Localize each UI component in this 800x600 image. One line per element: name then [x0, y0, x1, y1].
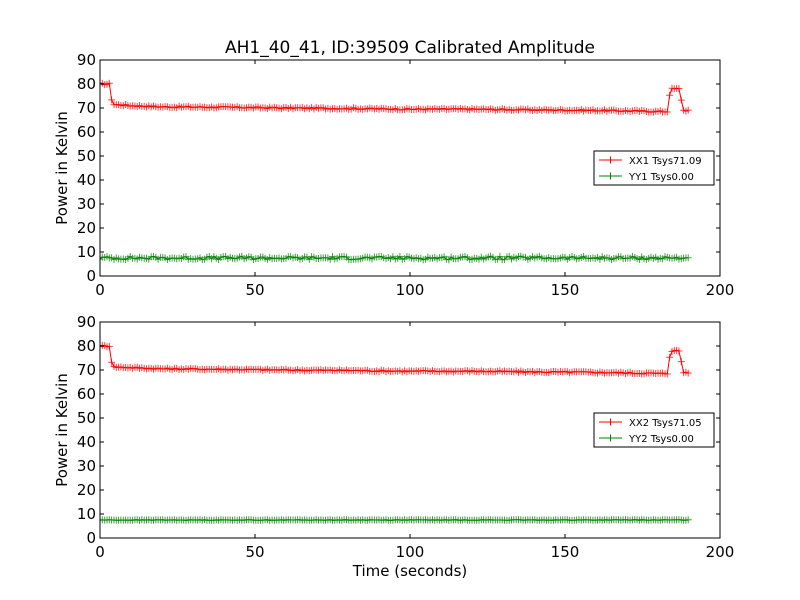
legend-entry: XX2 Tsys71.05 — [599, 418, 702, 429]
x-axis-label: Time (seconds) — [352, 562, 468, 580]
y-tick-label: 80 — [77, 75, 96, 93]
legend: XX1 Tsys71.09 YY1 Tsys0.00 — [593, 150, 715, 186]
legend-marker — [607, 156, 614, 164]
x-tick-label: 50 — [245, 281, 264, 299]
series-markers — [100, 341, 692, 378]
y-tick-label: 20 — [77, 481, 96, 499]
series-xx1 — [100, 79, 692, 116]
y-tick-label: 0 — [86, 529, 96, 547]
y-tick-label: 90 — [77, 313, 96, 331]
y-axis-label: Power in Kelvin — [53, 373, 71, 487]
subplot-1: 0 50 100 150 200 0 10 20 30 40 50 60 70 80 90 Power in … — [53, 51, 734, 299]
legend: XX2 Tsys71.05 YY2 Tsys0.00 — [593, 412, 715, 448]
x-tick-label: 200 — [706, 281, 735, 299]
series-markers — [100, 516, 692, 524]
y-tick-label: 70 — [77, 361, 96, 379]
legend-label: XX2 Tsys71.05 — [629, 418, 702, 429]
figure-title: AH1_40_41, ID:39509 Calibrated Amplitude — [225, 38, 595, 58]
y-tick-label: 50 — [77, 409, 96, 427]
y-tick-label: 10 — [77, 243, 96, 261]
legend-marker — [607, 434, 614, 442]
legend-entry: YY2 Tsys0.00 — [599, 434, 694, 445]
y-tick-label: 70 — [77, 99, 96, 117]
marker-plus — [100, 341, 692, 378]
y-tick-label: 60 — [77, 385, 96, 403]
legend-entry: XX1 Tsys71.09 — [599, 156, 702, 167]
legend-entry: YY1 Tsys0.00 — [599, 172, 694, 183]
x-tick-label: 200 — [706, 543, 735, 561]
series-markers — [100, 79, 692, 116]
legend-label: YY2 Tsys0.00 — [628, 434, 694, 445]
x-tick-label: 150 — [551, 543, 580, 561]
y-axis-label: Power in Kelvin — [53, 111, 71, 225]
y-tick-label: 40 — [77, 171, 96, 189]
y-tick-label: 60 — [77, 123, 96, 141]
legend-marker — [607, 418, 614, 426]
marker-plus — [100, 516, 692, 524]
x-tick-label: 50 — [245, 543, 264, 561]
y-tick-label: 0 — [86, 267, 96, 285]
x-tick-label: 100 — [396, 281, 425, 299]
series-yy2 — [100, 516, 692, 524]
y-tick-label: 90 — [77, 51, 96, 69]
marker-plus — [100, 79, 692, 116]
x-tick-label: 150 — [551, 281, 580, 299]
y-tick-label: 80 — [77, 337, 96, 355]
series-yy1 — [100, 252, 692, 264]
y-tick-label: 50 — [77, 147, 96, 165]
y-tick-label: 10 — [77, 505, 96, 523]
y-tick-label: 30 — [77, 457, 96, 475]
legend-label: YY1 Tsys0.00 — [628, 172, 694, 183]
y-tick-label: 40 — [77, 433, 96, 451]
y-tick-label: 20 — [77, 219, 96, 237]
legend-label: XX1 Tsys71.09 — [629, 156, 702, 167]
x-tick-label: 0 — [95, 543, 105, 561]
x-tick-label: 100 — [396, 543, 425, 561]
marker-plus — [100, 252, 692, 264]
series-markers — [100, 252, 692, 264]
legend-marker — [607, 172, 614, 180]
legend-box — [593, 412, 715, 448]
series-xx2 — [100, 341, 692, 378]
subplot-2: 0 50 100 150 200 0 10 20 30 40 50 60 70 80 90 Power in … — [53, 313, 734, 580]
legend-box — [593, 150, 715, 186]
x-tick-label: 0 — [95, 281, 105, 299]
y-tick-label: 30 — [77, 195, 96, 213]
